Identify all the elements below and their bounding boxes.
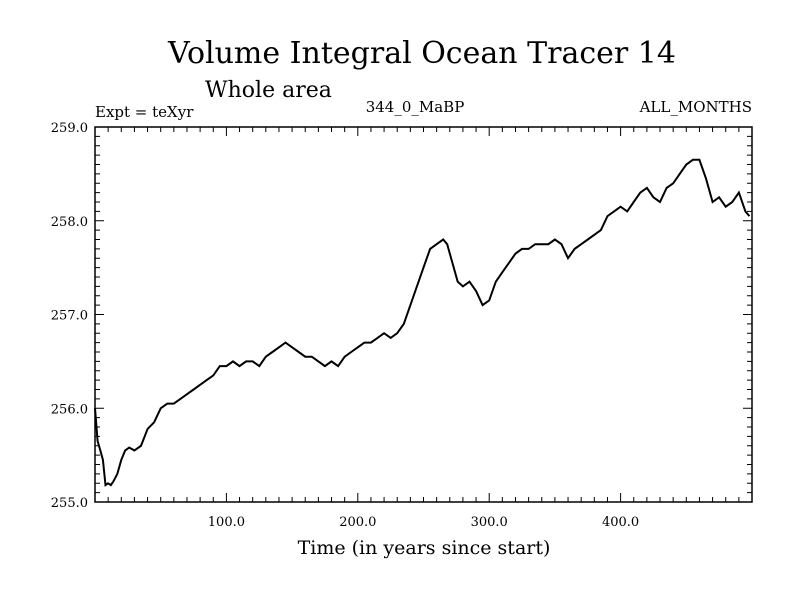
- header-center: 344_0_MaBP: [366, 98, 465, 116]
- plot-frame: [94, 126, 753, 503]
- header-left: Expt = teXyr: [95, 103, 194, 121]
- header-right: ALL_MONTHS: [639, 98, 752, 116]
- x-axis-label: Time (in years since start): [298, 537, 551, 559]
- x-tick-label: 100.0: [208, 515, 245, 530]
- y-tick-label: 258.0: [51, 215, 88, 230]
- series-line: [94, 158, 751, 487]
- y-axis: 255.0 256.0 257.0 258.0 259.0: [51, 121, 752, 511]
- y-tick-label: 257.0: [51, 309, 88, 324]
- y-tick-label: 256.0: [51, 402, 88, 417]
- x-tick-label: 400.0: [602, 515, 639, 530]
- x-tick-label: 300.0: [471, 515, 508, 530]
- x-axis: 100.0 200.0 300.0 400.0: [107, 127, 740, 530]
- chart-title: Volume Integral Ocean Tracer 14: [167, 36, 676, 71]
- x-tick-label: 200.0: [339, 515, 376, 530]
- y-tick-label: 259.0: [51, 121, 88, 136]
- chart-subtitle: Whole area: [205, 78, 332, 103]
- y-tick-label: 255.0: [51, 496, 88, 511]
